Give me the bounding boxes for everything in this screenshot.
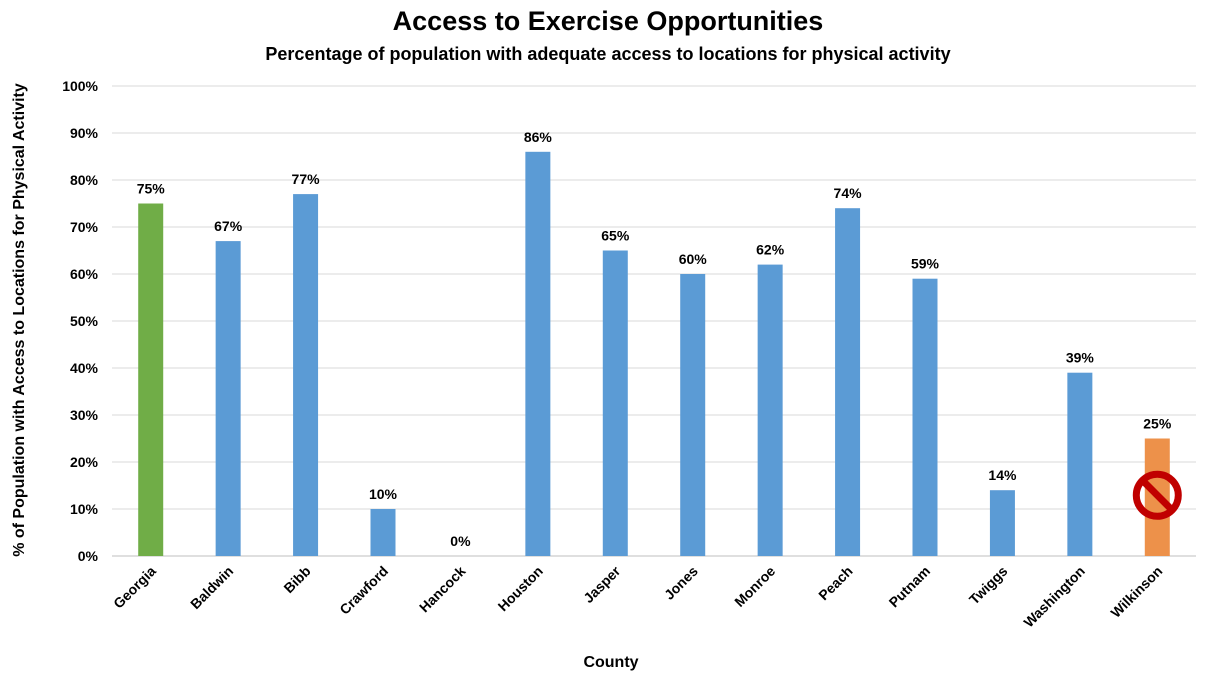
data-labels: 75% 67% 77% 10% 0% 86% 65% 60% 62% 74% 59% 14% 39% 25… — [137, 129, 1172, 549]
y-tick-label: 50% — [70, 313, 99, 329]
y-axis-ticks: 0% 10% 20% 30% 40% 50% 60% 70% 80% 90% 100% — [62, 78, 98, 564]
no-symbol-icon — [1132, 470, 1182, 520]
data-label-baldwin: 67% — [214, 218, 243, 234]
y-tick-label: 20% — [70, 454, 99, 470]
x-tick-label-peach: Peach — [815, 563, 855, 603]
y-axis-label: % of Population with Access to Locations… — [11, 83, 28, 557]
x-tick-label-putnam: Putnam — [886, 563, 934, 611]
data-label-jasper: 65% — [601, 228, 630, 244]
data-label-wilkinson: 25% — [1143, 416, 1172, 432]
y-tick-label: 40% — [70, 360, 99, 376]
chart-title: Access to Exercise Opportunities — [393, 6, 824, 36]
x-tick-label-georgia: Georgia — [110, 563, 159, 612]
data-label-monroe: 62% — [756, 242, 785, 258]
y-tick-label: 30% — [70, 407, 99, 423]
x-tick-label-wilkinson: Wilkinson — [1107, 563, 1165, 621]
bar-washington — [1067, 372, 1093, 556]
x-axis-ticks: Georgia Baldwin Bibb Crawford Hancock Houston… — [110, 562, 1165, 630]
y-tick-label: 90% — [70, 125, 99, 141]
data-label-peach: 74% — [834, 185, 863, 201]
y-tick-label: 60% — [70, 266, 99, 282]
bar-baldwin — [215, 241, 241, 556]
bar-peach — [835, 208, 861, 556]
x-tick-label-baldwin: Baldwin — [187, 563, 236, 612]
bar-twiggs — [989, 490, 1015, 556]
x-tick-label-washington: Washington — [1020, 563, 1088, 631]
data-label-twiggs: 14% — [988, 467, 1017, 483]
bar-bibb — [293, 194, 319, 556]
x-tick-label-houston: Houston — [495, 563, 546, 614]
y-tick-label: 100% — [62, 78, 98, 94]
y-tick-label: 70% — [70, 219, 99, 235]
data-label-jones: 60% — [679, 251, 708, 267]
chart-subtitle: Percentage of population with adequate a… — [265, 44, 950, 64]
bar-georgia — [138, 203, 164, 556]
data-label-bibb: 77% — [292, 171, 321, 187]
annotations — [1132, 470, 1182, 520]
y-tick-label: 80% — [70, 172, 99, 188]
data-label-georgia: 75% — [137, 181, 166, 197]
bar-monroe — [757, 264, 783, 556]
data-label-hancock: 0% — [450, 533, 471, 549]
data-label-crawford: 10% — [369, 486, 398, 502]
data-label-washington: 39% — [1066, 350, 1095, 366]
bar-jones — [680, 274, 706, 556]
x-tick-label-twiggs: Twiggs — [966, 563, 1011, 608]
y-tick-label: 0% — [78, 548, 99, 564]
x-tick-label-jasper: Jasper — [580, 562, 624, 606]
gridlines — [112, 85, 1196, 557]
x-tick-label-monroe: Monroe — [731, 563, 778, 610]
bar-putnam — [912, 278, 938, 556]
y-tick-label: 10% — [70, 501, 99, 517]
x-tick-label-crawford: Crawford — [336, 563, 391, 618]
bars — [138, 151, 1170, 557]
x-tick-label-hancock: Hancock — [416, 563, 469, 616]
data-label-houston: 86% — [524, 129, 553, 145]
x-tick-label-bibb: Bibb — [280, 563, 313, 596]
bar-jasper — [602, 250, 628, 556]
data-label-putnam: 59% — [911, 256, 940, 272]
x-tick-label-jones: Jones — [661, 563, 701, 603]
bar-houston — [525, 151, 551, 557]
x-axis-label: County — [583, 654, 638, 671]
bar-crawford — [370, 509, 396, 556]
